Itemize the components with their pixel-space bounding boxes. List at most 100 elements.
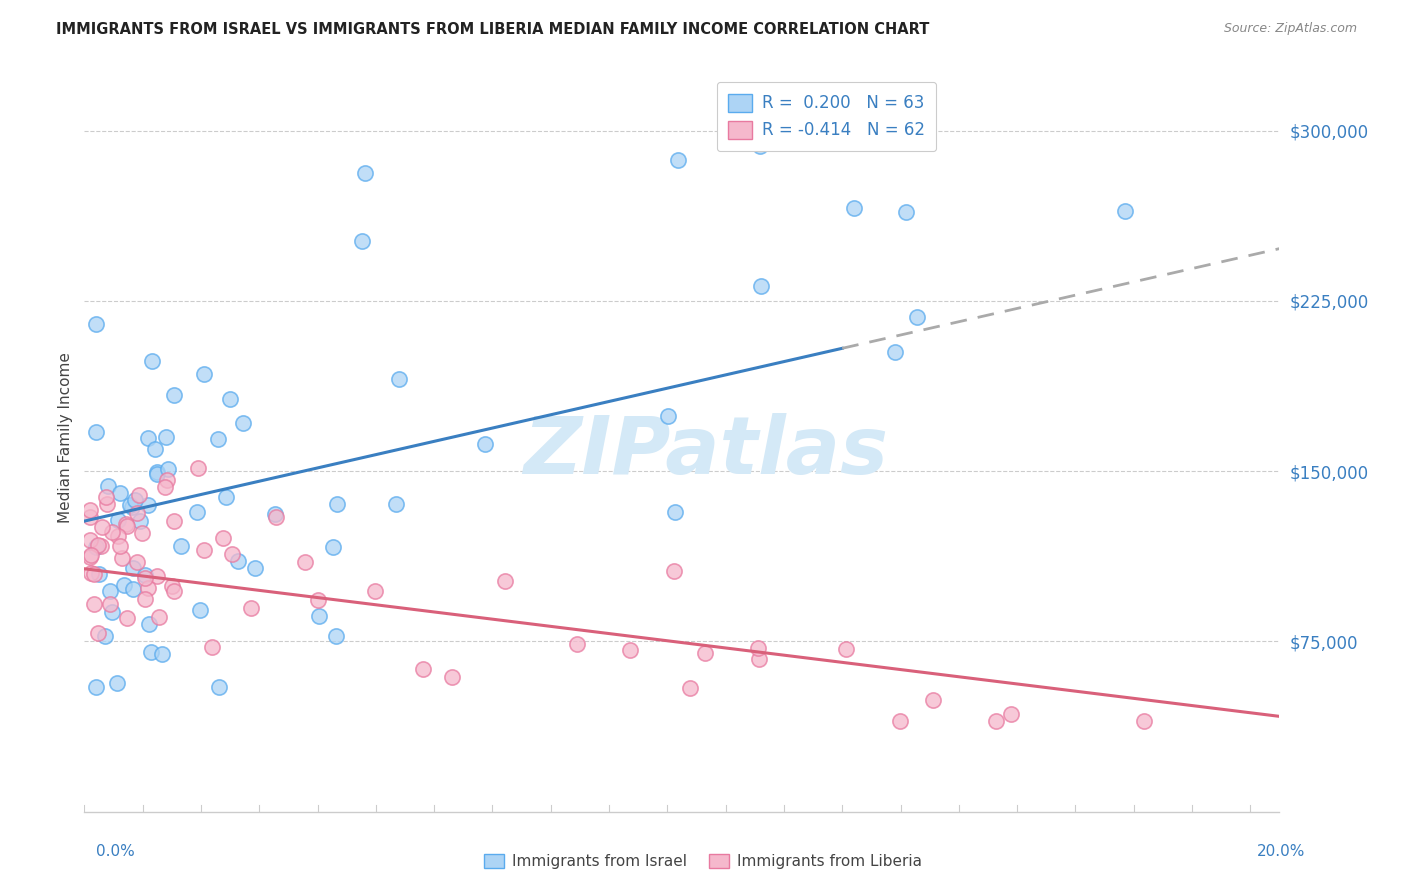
Point	[148, 609, 170, 624]
Point	[245, 561, 267, 575]
Point	[215, 490, 238, 504]
Point	[264, 510, 287, 524]
Point	[190, 602, 212, 616]
Point	[125, 555, 148, 569]
Point	[143, 442, 166, 457]
Point	[134, 591, 156, 606]
Point	[201, 640, 224, 655]
Point	[156, 474, 179, 488]
Point	[115, 519, 138, 533]
Point	[98, 584, 121, 599]
Point	[474, 437, 496, 451]
Point	[693, 646, 716, 660]
Point	[97, 479, 120, 493]
Text: ZIPatlas: ZIPatlas	[523, 413, 889, 491]
Point	[657, 409, 679, 423]
Point	[835, 641, 858, 656]
Point	[984, 714, 1007, 728]
Point	[87, 538, 110, 552]
Point	[155, 430, 177, 444]
Point	[96, 497, 118, 511]
Point	[162, 579, 184, 593]
Point	[146, 467, 169, 481]
Point	[105, 676, 128, 690]
Point	[129, 514, 152, 528]
Point	[388, 372, 411, 386]
Point	[325, 497, 347, 511]
Point	[79, 510, 101, 524]
Point	[905, 310, 928, 324]
Point	[150, 647, 173, 661]
Point	[84, 541, 107, 555]
Point	[186, 505, 208, 519]
Point	[364, 584, 387, 599]
Point	[84, 425, 107, 439]
Point	[122, 582, 145, 596]
Point	[111, 551, 134, 566]
Point	[240, 601, 263, 615]
Point	[124, 492, 146, 507]
Point	[115, 610, 138, 624]
Point	[136, 581, 159, 595]
Point	[84, 680, 107, 694]
Point	[83, 567, 105, 582]
Point	[136, 498, 159, 512]
Point	[94, 629, 117, 643]
Point	[134, 567, 156, 582]
Point	[664, 505, 686, 519]
Point	[666, 153, 689, 168]
Legend: Immigrants from Israel, Immigrants from Liberia: Immigrants from Israel, Immigrants from …	[478, 848, 928, 875]
Point	[232, 416, 254, 430]
Point	[565, 637, 588, 651]
Point	[325, 629, 347, 643]
Point	[440, 670, 463, 684]
Point	[207, 432, 229, 446]
Text: IMMIGRANTS FROM ISRAEL VS IMMIGRANTS FROM LIBERIA MEDIAN FAMILY INCOME CORRELATI: IMMIGRANTS FROM ISRAEL VS IMMIGRANTS FRO…	[56, 22, 929, 37]
Point	[308, 609, 330, 624]
Point	[84, 317, 107, 331]
Point	[352, 234, 374, 248]
Point	[108, 486, 131, 500]
Point	[163, 584, 186, 599]
Point	[108, 539, 131, 553]
Point	[494, 574, 516, 588]
Point	[412, 662, 434, 676]
Point	[94, 490, 117, 504]
Point	[87, 626, 110, 640]
Point	[187, 461, 209, 475]
Text: 20.0%: 20.0%	[1257, 845, 1305, 859]
Point	[136, 431, 159, 445]
Point	[384, 497, 406, 511]
Point	[193, 367, 215, 381]
Point	[80, 566, 103, 580]
Point	[100, 597, 122, 611]
Point	[138, 617, 160, 632]
Point	[219, 392, 242, 406]
Point	[139, 645, 162, 659]
Point	[127, 506, 149, 520]
Point	[619, 643, 641, 657]
Point	[101, 605, 124, 619]
Point	[79, 550, 101, 565]
Point	[264, 507, 287, 521]
Point	[749, 278, 772, 293]
Point	[169, 539, 191, 553]
Point	[118, 498, 141, 512]
Point	[747, 641, 769, 656]
Point	[79, 533, 101, 547]
Point	[322, 541, 344, 555]
Point	[91, 520, 114, 534]
Point	[141, 354, 163, 368]
Legend: R =  0.200   N = 63, R = -0.414   N = 62: R = 0.200 N = 63, R = -0.414 N = 62	[717, 82, 936, 151]
Point	[1114, 203, 1136, 218]
Text: 0.0%: 0.0%	[96, 845, 135, 859]
Point	[131, 526, 153, 541]
Point	[921, 692, 943, 706]
Point	[193, 543, 215, 558]
Point	[354, 166, 377, 180]
Point	[128, 488, 150, 502]
Point	[208, 680, 231, 694]
Point	[748, 139, 770, 153]
Point	[664, 564, 686, 578]
Point	[107, 529, 129, 543]
